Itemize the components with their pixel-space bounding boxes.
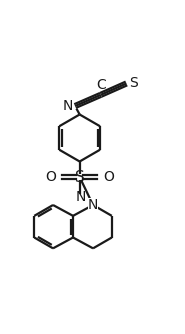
Text: S: S bbox=[75, 170, 85, 185]
Text: N: N bbox=[88, 198, 98, 212]
Text: N: N bbox=[75, 190, 86, 204]
Text: N: N bbox=[63, 99, 73, 113]
Text: O: O bbox=[45, 170, 56, 184]
Text: C: C bbox=[96, 78, 106, 92]
Text: O: O bbox=[103, 170, 114, 184]
Text: S: S bbox=[129, 76, 137, 91]
